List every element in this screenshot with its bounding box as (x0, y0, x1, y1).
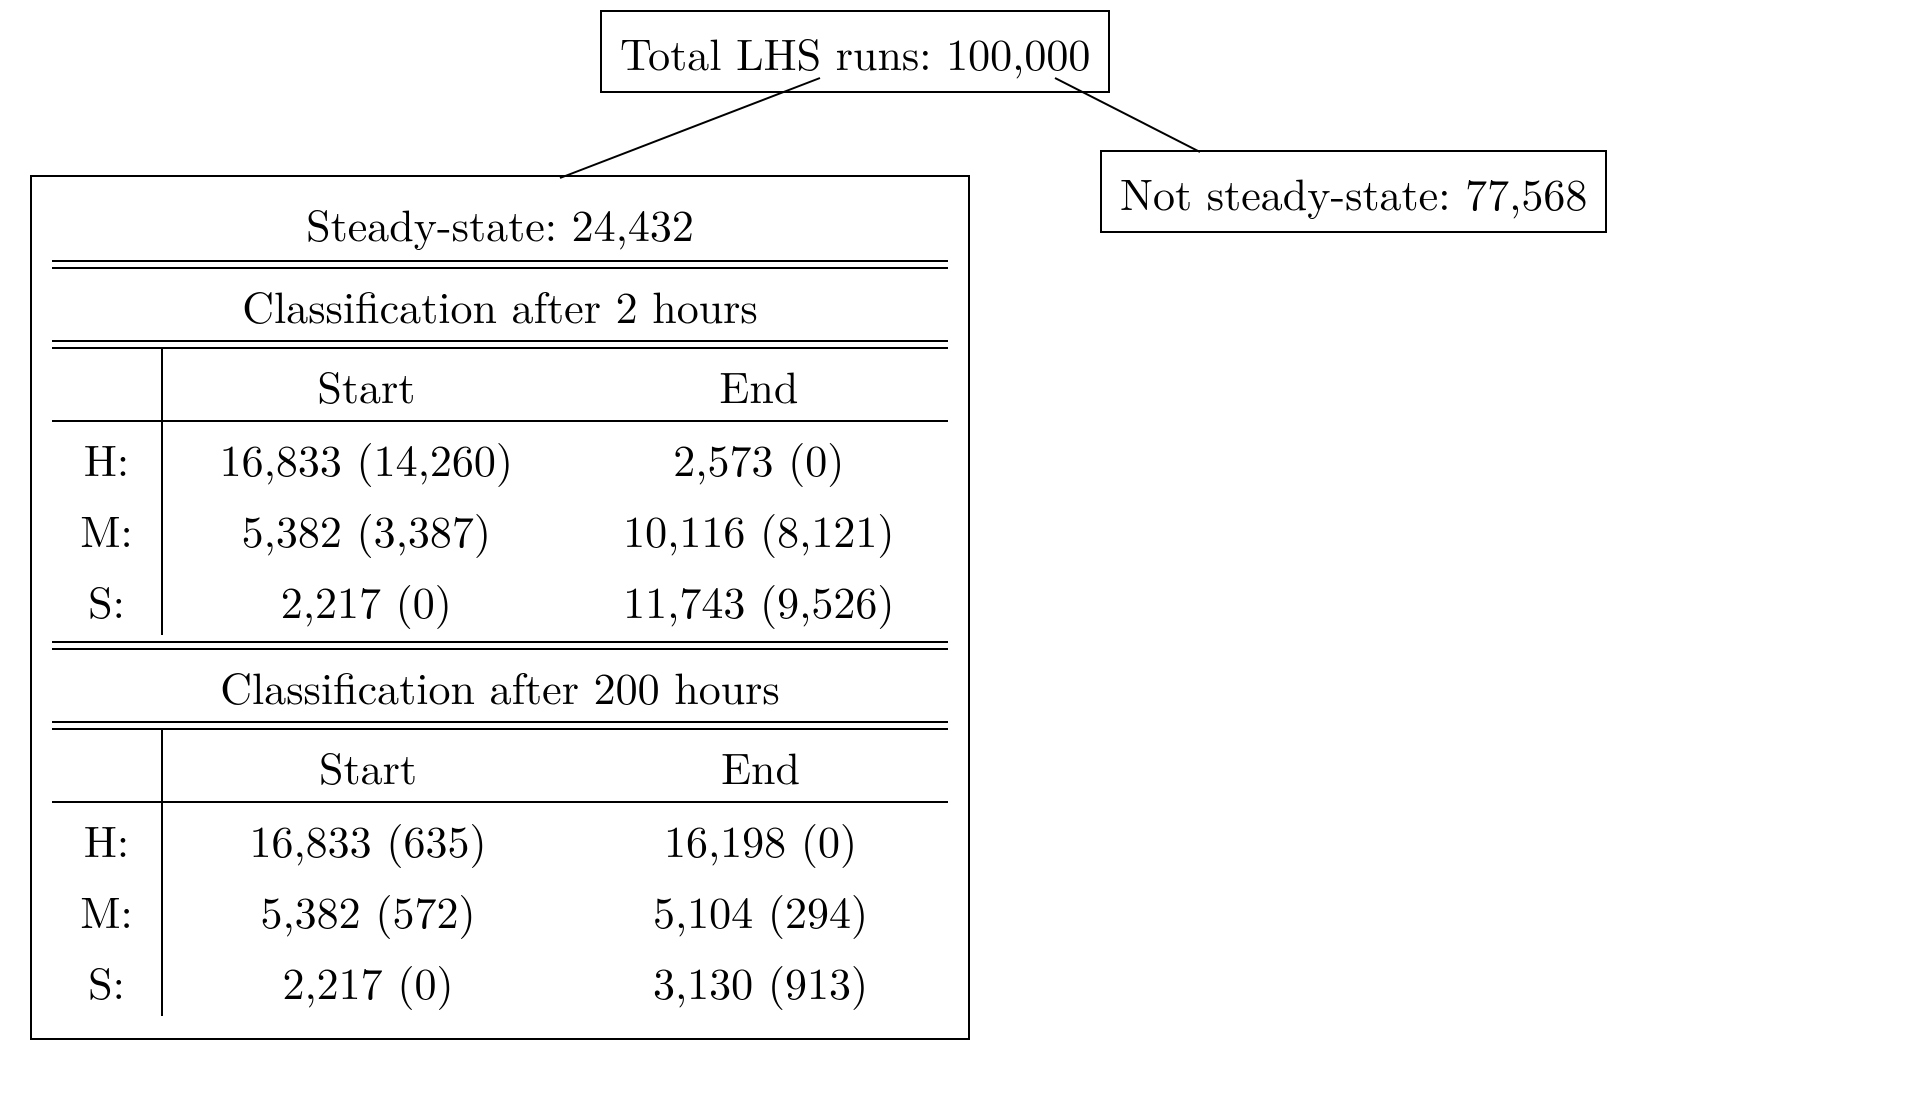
row-label: M: (52, 874, 162, 945)
row-label: S: (52, 564, 162, 635)
root-box: Total LHS runs: 100,000 (600, 10, 1110, 93)
connector-line (560, 78, 820, 178)
cell: 10,116 (8,121) (570, 493, 948, 564)
not-steady-box: Not steady-state: 77,568 (1100, 150, 1607, 233)
col-header-start: Start (162, 349, 570, 421)
table-row: S: 2,217 (0) 3,130 (913) (52, 945, 948, 1016)
cell: 16,198 (0) (573, 802, 948, 874)
not-steady-label: Not steady-state: 77,568 (1120, 160, 1587, 223)
row-label: M: (52, 493, 162, 564)
table-row: M: 5,382 (3,387) 10,116 (8,121) (52, 493, 948, 564)
cell: 5,382 (572) (162, 874, 573, 945)
cell: 11,743 (9,526) (570, 564, 948, 635)
cell: 16,833 (635) (162, 802, 573, 874)
blank-cell (52, 349, 162, 421)
steady-state-title: Steady-state: 24,432 (52, 191, 948, 254)
cell: 5,382 (3,387) (162, 493, 570, 564)
table-header-row: Start End (52, 349, 948, 421)
rule (52, 340, 948, 344)
section-header-1: Classification after 200 hours (52, 650, 948, 721)
cell: 16,833 (14,260) (162, 421, 570, 493)
root-label: Total LHS runs: 100,000 (620, 20, 1090, 83)
table-row: S: 2,217 (0) 11,743 (9,526) (52, 564, 948, 635)
rule (52, 260, 948, 264)
cell: 3,130 (913) (573, 945, 948, 1016)
row-label: S: (52, 945, 162, 1016)
classification-table-0: Start End H: 16,833 (14,260) 2,573 (0) M… (52, 349, 948, 635)
cell: 2,217 (0) (162, 945, 573, 1016)
cell: 2,573 (0) (570, 421, 948, 493)
section-header-0: Classification after 2 hours (52, 269, 948, 340)
cell: 5,104 (294) (573, 874, 948, 945)
blank-cell (52, 730, 162, 802)
table-header-row: Start End (52, 730, 948, 802)
table-row: H: 16,833 (14,260) 2,573 (0) (52, 421, 948, 493)
rule (52, 641, 948, 645)
row-label: H: (52, 421, 162, 493)
rule (52, 721, 948, 725)
cell: 2,217 (0) (162, 564, 570, 635)
table-row: H: 16,833 (635) 16,198 (0) (52, 802, 948, 874)
table-row: M: 5,382 (572) 5,104 (294) (52, 874, 948, 945)
col-header-end: End (570, 349, 948, 421)
classification-table-1: Start End H: 16,833 (635) 16,198 (0) M: … (52, 730, 948, 1016)
steady-state-box: Steady-state: 24,432 Classification afte… (30, 175, 970, 1040)
col-header-end: End (573, 730, 948, 802)
row-label: H: (52, 802, 162, 874)
col-header-start: Start (162, 730, 573, 802)
